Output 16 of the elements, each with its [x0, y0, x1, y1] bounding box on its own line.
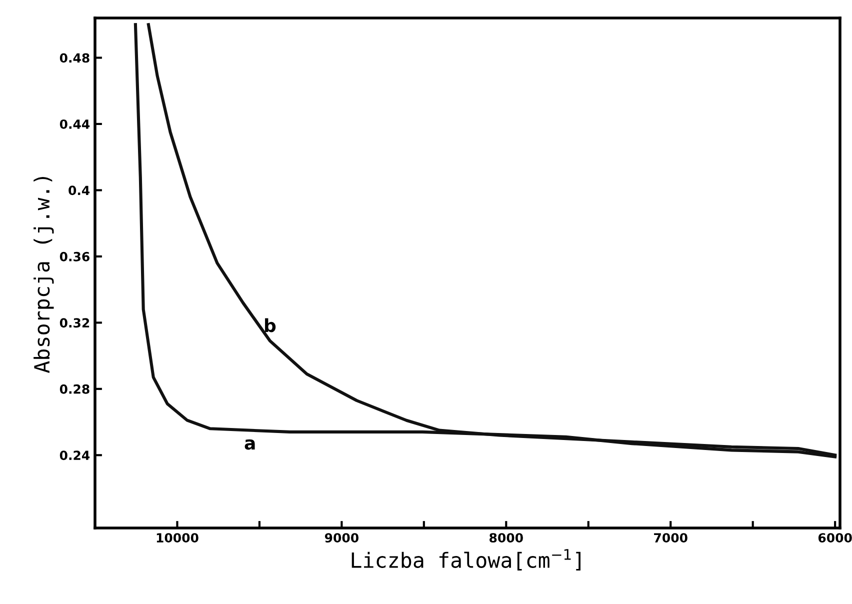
y-tick-label: 0.28: [60, 384, 90, 394]
y-tick-label: 0.32: [60, 318, 90, 328]
x-axis-title: Liczba falowa[cm$^{−1}$]: [352, 549, 580, 570]
y-axis-title: Absorpcja (j.w.): [34, 176, 54, 373]
annotation: b: [265, 318, 276, 332]
y-tick-label: 0.44: [60, 119, 90, 129]
x-tick-label: 6000: [818, 533, 852, 543]
annotation: a: [244, 439, 255, 450]
y-tick-label: 0.36: [60, 252, 90, 262]
x-tick-label: 8000: [490, 533, 523, 543]
x-tick-label: 10000: [156, 533, 198, 543]
x-tick-label: 7000: [654, 533, 688, 543]
x-tick-label: 9000: [324, 533, 358, 543]
y-tick-label: 0.48: [60, 53, 90, 63]
y-tick-label: 0.24: [60, 450, 90, 460]
y-tick-label: 0.4: [68, 186, 90, 196]
